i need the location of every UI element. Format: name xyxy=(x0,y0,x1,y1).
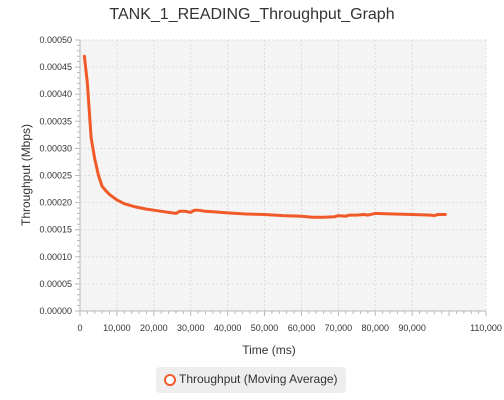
legend-series-label: Throughput (Moving Average) xyxy=(179,372,338,386)
y-tick-label: 0.00015 xyxy=(39,225,72,235)
x-tick-label: 20,000 xyxy=(140,323,168,333)
x-tick-label: 50,000 xyxy=(251,323,279,333)
y-tick-label: 0.00005 xyxy=(39,279,72,289)
legend-series-marker-icon xyxy=(164,374,176,386)
plot-area: 0 10,000 20,000 30,000 40,000 50,000 60,000 70,… xyxy=(39,35,501,333)
y-tick-label: 0.00000 xyxy=(39,306,72,316)
x-tick-label: 30,000 xyxy=(177,323,205,333)
x-tick-label: 0 xyxy=(77,323,82,333)
y-tick-label: 0.00050 xyxy=(39,35,72,45)
y-tick-label: 0.00045 xyxy=(39,62,72,72)
x-tick-label: 80,000 xyxy=(362,323,390,333)
x-axis-label: Time (ms) xyxy=(242,343,296,357)
chart-title: TANK_1_READING_Throughput_Graph xyxy=(109,6,395,23)
series-line-throughput xyxy=(82,54,447,219)
x-tick-label: 40,000 xyxy=(214,323,242,333)
x-tick-label: 110,000 xyxy=(470,323,502,333)
x-tick-label: 60,000 xyxy=(288,323,316,333)
y-axis-label: Throughput (Mbps) xyxy=(19,124,33,226)
y-tick-label: 0.00010 xyxy=(39,252,72,262)
y-tick-label: 0.00030 xyxy=(39,143,72,153)
x-tick-label: 10,000 xyxy=(103,323,131,333)
y-tick-label: 0.00035 xyxy=(39,116,72,126)
plot-background xyxy=(80,40,486,311)
y-tick-label: 0.00040 xyxy=(39,89,72,99)
y-tick-label: 0.00025 xyxy=(39,171,72,181)
x-tick-label: 70,000 xyxy=(325,323,353,333)
y-tick-label: 0.00020 xyxy=(39,198,72,208)
x-tick-label: 90,000 xyxy=(398,323,426,333)
legend: Throughput (Moving Average) xyxy=(156,367,346,393)
